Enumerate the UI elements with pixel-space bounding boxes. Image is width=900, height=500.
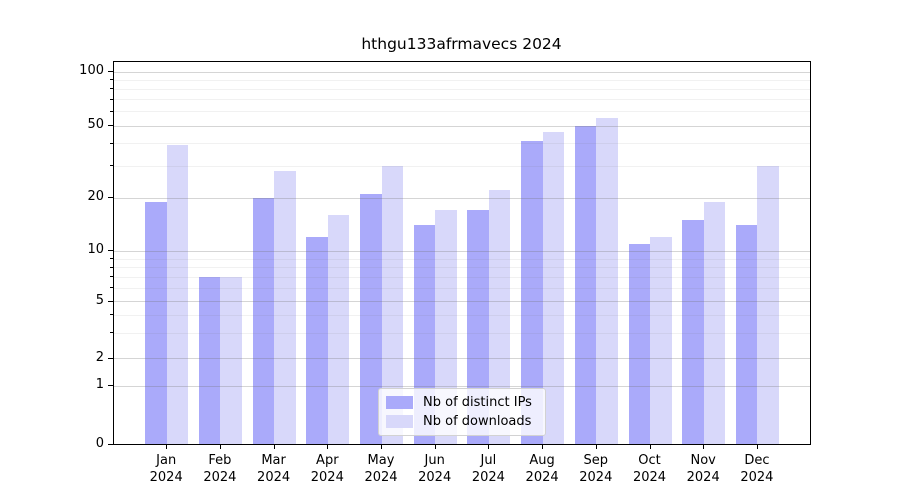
y-minor-tick <box>110 165 113 167</box>
x-tick-label: Oct 2024 <box>632 453 667 485</box>
y-minor-tick <box>110 287 113 289</box>
x-tick-label: Nov 2024 <box>686 453 720 485</box>
gridline-minor <box>114 143 810 145</box>
y-tick <box>108 197 113 199</box>
legend: Nb of distinct IPs Nb of downloads <box>378 388 546 436</box>
x-tick <box>649 445 651 449</box>
bar-distinct-ips <box>521 141 543 444</box>
y-minor-tick <box>110 332 113 334</box>
x-tick-label: Jan 2024 <box>149 453 183 485</box>
x-tick-label: Jun 2024 <box>418 453 452 485</box>
x-tick-label: Jul 2024 <box>471 453 505 485</box>
gridline-major <box>114 197 810 199</box>
x-tick <box>542 445 544 449</box>
y-minor-tick <box>110 98 113 100</box>
y-minor-tick <box>110 142 113 144</box>
y-tick <box>108 300 113 302</box>
bar-downloads <box>542 132 565 444</box>
bar-downloads <box>327 214 350 444</box>
y-minor-tick <box>110 314 113 316</box>
y-tick-label: 10 <box>87 242 104 258</box>
y-minor-tick <box>110 276 113 278</box>
gridline-minor <box>114 79 810 81</box>
bar-downloads <box>381 165 403 444</box>
y-tick <box>108 250 113 252</box>
y-tick-label: 0 <box>95 435 104 451</box>
gridline-minor <box>114 165 810 167</box>
gridline-minor <box>114 88 810 90</box>
x-tick-label: Sep 2024 <box>579 453 613 485</box>
bar-downloads <box>166 145 189 444</box>
y-tick-label: 100 <box>79 63 104 78</box>
y-tick <box>108 443 113 445</box>
y-minor-tick <box>110 88 113 90</box>
y-tick-label: 5 <box>95 292 104 308</box>
bar-downloads <box>596 118 618 444</box>
gridline-minor <box>114 99 810 101</box>
legend-label: Nb of downloads <box>423 414 532 430</box>
y-tick <box>108 357 113 359</box>
gridline-minor <box>114 111 810 113</box>
bar-distinct-ips <box>252 197 275 444</box>
bar-distinct-ips <box>198 276 221 444</box>
legend-swatch-downloads <box>386 415 413 429</box>
y-tick-label: 1 <box>95 377 104 392</box>
bar-downloads <box>220 276 242 444</box>
bar-downloads <box>488 190 511 444</box>
x-tick <box>703 445 705 449</box>
y-tick-label: 20 <box>87 189 104 205</box>
legend-item-downloads: Nb of downloads <box>386 414 545 429</box>
bar-distinct-ips <box>360 193 382 444</box>
bar-distinct-ips <box>574 125 597 444</box>
x-tick <box>273 445 275 449</box>
legend-swatch-distinct-ips <box>386 395 413 409</box>
bar-distinct-ips <box>467 210 489 444</box>
y-minor-tick <box>110 258 113 260</box>
x-tick-label: Dec 2024 <box>740 453 774 485</box>
y-tick-label: 2 <box>95 349 104 365</box>
y-tick-label: 50 <box>87 117 104 133</box>
gridline-major <box>114 71 810 73</box>
y-minor-tick <box>110 266 113 268</box>
legend-item-distinct-ips: Nb of distinct IPs <box>386 395 545 410</box>
bar-distinct-ips <box>145 201 167 444</box>
gridline-major <box>114 125 810 127</box>
x-tick <box>595 445 597 449</box>
y-tick <box>108 71 113 72</box>
bar-downloads <box>274 171 296 444</box>
bar-distinct-ips <box>306 236 328 444</box>
x-tick <box>488 445 490 449</box>
x-tick <box>327 445 329 449</box>
x-tick <box>166 445 168 449</box>
bar-distinct-ips <box>735 225 758 444</box>
y-minor-tick <box>110 79 113 81</box>
x-tick <box>381 445 382 449</box>
x-tick-label: Mar 2024 <box>257 453 291 485</box>
y-tick <box>108 125 113 127</box>
x-tick <box>756 445 758 449</box>
legend-label: Nb of distinct IPs <box>423 394 532 410</box>
x-tick <box>434 445 436 449</box>
bar-distinct-ips <box>682 219 704 444</box>
x-tick-label: Apr 2024 <box>310 453 344 485</box>
bar-downloads <box>703 201 726 444</box>
x-tick <box>219 445 221 449</box>
bar-downloads <box>757 165 779 444</box>
x-tick-label: Feb 2024 <box>203 453 237 485</box>
bar-downloads <box>650 236 672 444</box>
x-tick-label: May 2024 <box>364 453 398 485</box>
y-minor-tick <box>110 110 113 112</box>
y-tick <box>108 385 113 386</box>
bar-downloads <box>435 210 457 444</box>
bar-distinct-ips <box>628 243 650 444</box>
chart-title: hthgu133afrmavecs 2024 <box>361 35 562 53</box>
x-tick-label: Aug 2024 <box>525 453 559 485</box>
